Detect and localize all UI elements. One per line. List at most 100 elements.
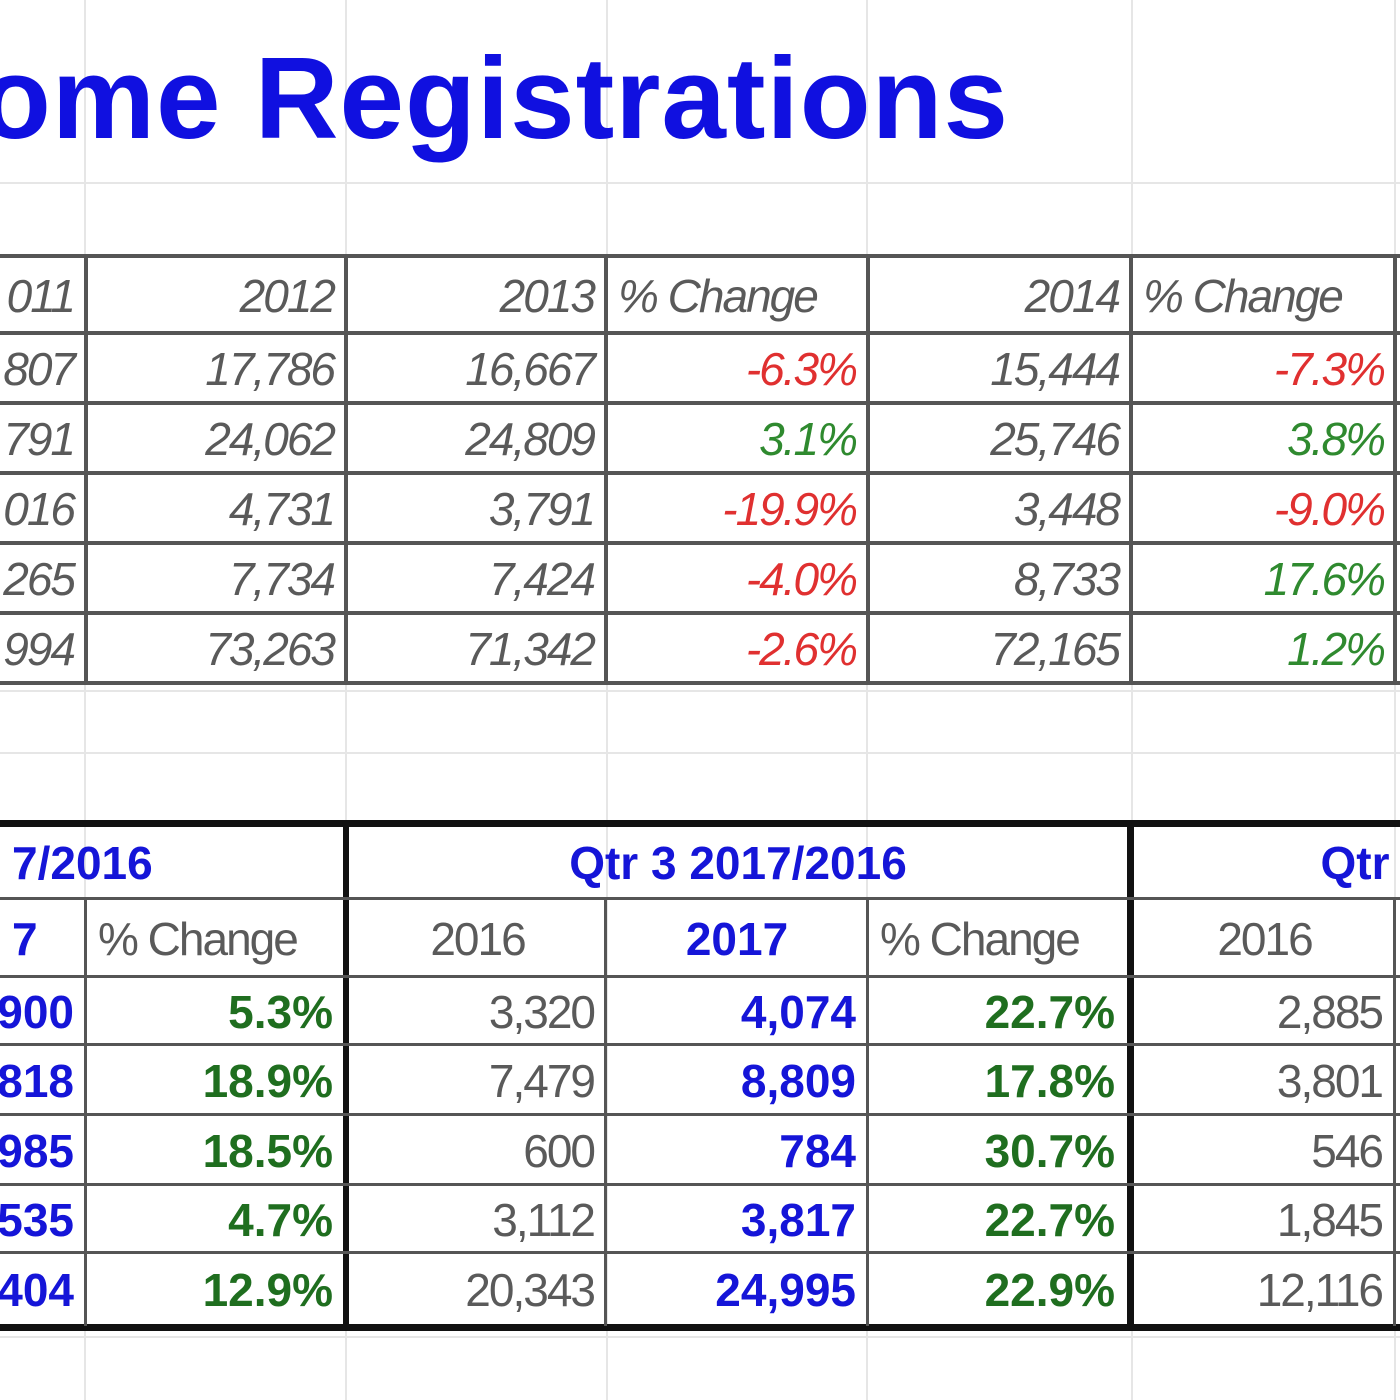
group-header[interactable]: 7/2016 (12, 837, 153, 889)
table-border (866, 900, 869, 1326)
table-border (0, 820, 1400, 827)
table-border (0, 1324, 1400, 1331)
table-cell[interactable]: 22.7% (984, 986, 1115, 1038)
table-cell[interactable]: 4,731 (228, 483, 336, 535)
table-cell[interactable]: 3,791 (488, 483, 596, 535)
page-title: ome Registrations (0, 33, 1009, 163)
column-header[interactable]: 7 (12, 913, 38, 965)
gridline (0, 690, 1400, 692)
column-header[interactable]: 2016 (430, 913, 526, 965)
table-border (84, 254, 88, 685)
table-cell[interactable]: 016 (3, 483, 76, 535)
column-header[interactable]: % Change (1143, 270, 1344, 322)
table-border (0, 401, 1400, 405)
table-cell[interactable]: -9.0% (1273, 483, 1386, 535)
table-border (1393, 900, 1396, 1326)
group-header[interactable]: Qtr 3 2017/2016 (569, 837, 907, 889)
table-cell[interactable]: 2,885 (1276, 986, 1384, 1038)
table-cell[interactable]: 30.7% (984, 1125, 1115, 1177)
table-cell[interactable]: 25,746 (990, 413, 1121, 465)
table-cell[interactable]: 24,995 (715, 1264, 856, 1316)
table-cell[interactable]: 22.7% (984, 1194, 1115, 1246)
table-cell[interactable]: 807 (3, 343, 76, 395)
table-cell[interactable]: 7,479 (488, 1055, 596, 1107)
gridline (0, 182, 1400, 184)
table-border (0, 471, 1400, 475)
table-cell[interactable]: 17.8% (984, 1055, 1115, 1107)
table-cell[interactable]: 15,444 (990, 343, 1121, 395)
column-header[interactable]: % Change (880, 913, 1081, 965)
column-header[interactable]: 011 (6, 270, 76, 322)
table-cell[interactable]: 8,733 (1013, 553, 1121, 605)
table-cell[interactable]: 22.9% (984, 1264, 1115, 1316)
column-header[interactable]: 2013 (499, 270, 596, 322)
table-cell[interactable]: 3.8% (1287, 413, 1386, 465)
table-cell[interactable]: 12,116 (1256, 1264, 1384, 1316)
table-cell[interactable]: 791 (3, 413, 76, 465)
table-cell[interactable]: 4.7% (228, 1194, 333, 1246)
table-cell[interactable]: 900 (0, 986, 74, 1038)
column-header[interactable]: 2012 (239, 270, 336, 322)
table-border (1393, 254, 1397, 685)
table-cell[interactable]: 73,263 (205, 623, 336, 675)
table-cell[interactable]: 3,801 (1276, 1055, 1384, 1107)
table-border (0, 331, 1400, 335)
table-cell[interactable]: 784 (779, 1125, 856, 1177)
table-cell[interactable]: -4.0% (745, 553, 858, 605)
table-border (343, 826, 349, 1331)
table-border (0, 897, 1400, 900)
table-border (0, 975, 1400, 978)
table-cell[interactable]: 7,734 (228, 553, 336, 605)
table-cell[interactable]: 17,786 (205, 343, 336, 395)
table-cell[interactable]: 17.6% (1263, 553, 1386, 605)
column-header[interactable]: % Change (98, 913, 299, 965)
table-cell[interactable]: 16,667 (465, 343, 596, 395)
table-cell[interactable]: -2.6% (745, 623, 858, 675)
group-header[interactable]: Qtr (1320, 837, 1390, 889)
table-border (1129, 254, 1133, 685)
column-header[interactable]: % Change (618, 270, 819, 322)
table-cell[interactable]: 3,817 (740, 1194, 856, 1246)
table-cell[interactable]: 18.9% (202, 1055, 333, 1107)
table-cell[interactable]: 12.9% (202, 1264, 333, 1316)
table-cell[interactable]: 1,845 (1276, 1194, 1384, 1246)
column-header[interactable]: 2016 (1217, 913, 1313, 965)
table-cell[interactable]: 5.3% (228, 986, 333, 1038)
gridline (0, 1336, 1400, 1338)
table-cell[interactable]: 71,342 (465, 623, 596, 675)
table-cell[interactable]: 3,112 (492, 1194, 596, 1246)
table-cell[interactable]: -7.3% (1273, 343, 1386, 395)
table-cell[interactable]: 18.5% (202, 1125, 333, 1177)
column-header[interactable]: 2017 (685, 913, 789, 965)
column-header[interactable]: 2014 (1024, 270, 1121, 322)
gridline (1394, 0, 1396, 1400)
table-cell[interactable]: 265 (3, 553, 76, 605)
table-border (866, 254, 870, 685)
table-cell[interactable]: 8,809 (740, 1055, 856, 1107)
table-cell[interactable]: 24,062 (205, 413, 336, 465)
table-cell[interactable]: 3,448 (1013, 483, 1121, 535)
table-cell[interactable]: 994 (3, 623, 76, 675)
table-border (84, 900, 87, 1326)
table-cell[interactable]: 1.2% (1287, 623, 1386, 675)
table-cell[interactable]: 4,074 (740, 986, 856, 1038)
gridline (345, 0, 347, 1400)
table-cell[interactable]: 24,809 (465, 413, 596, 465)
table-cell[interactable]: 600 (523, 1125, 596, 1177)
table-cell[interactable]: 404 (0, 1264, 74, 1316)
gridline (866, 0, 868, 1400)
table-cell[interactable]: 818 (0, 1055, 74, 1107)
table-border (344, 254, 348, 685)
table-cell[interactable]: 985 (0, 1125, 74, 1177)
table-cell[interactable]: 72,165 (990, 623, 1121, 675)
table-cell[interactable]: 20,343 (465, 1264, 596, 1316)
table-cell[interactable]: -19.9% (722, 483, 858, 535)
table-cell[interactable]: 7,424 (488, 553, 596, 605)
table-cell[interactable]: 535 (0, 1194, 74, 1246)
table-cell[interactable]: 3,320 (488, 986, 596, 1038)
table-cell[interactable]: -6.3% (745, 343, 858, 395)
gridline (84, 0, 86, 1400)
table-cell[interactable]: 3.1% (759, 413, 858, 465)
table-cell[interactable]: 546 (1311, 1125, 1384, 1177)
table-border (604, 900, 607, 1326)
